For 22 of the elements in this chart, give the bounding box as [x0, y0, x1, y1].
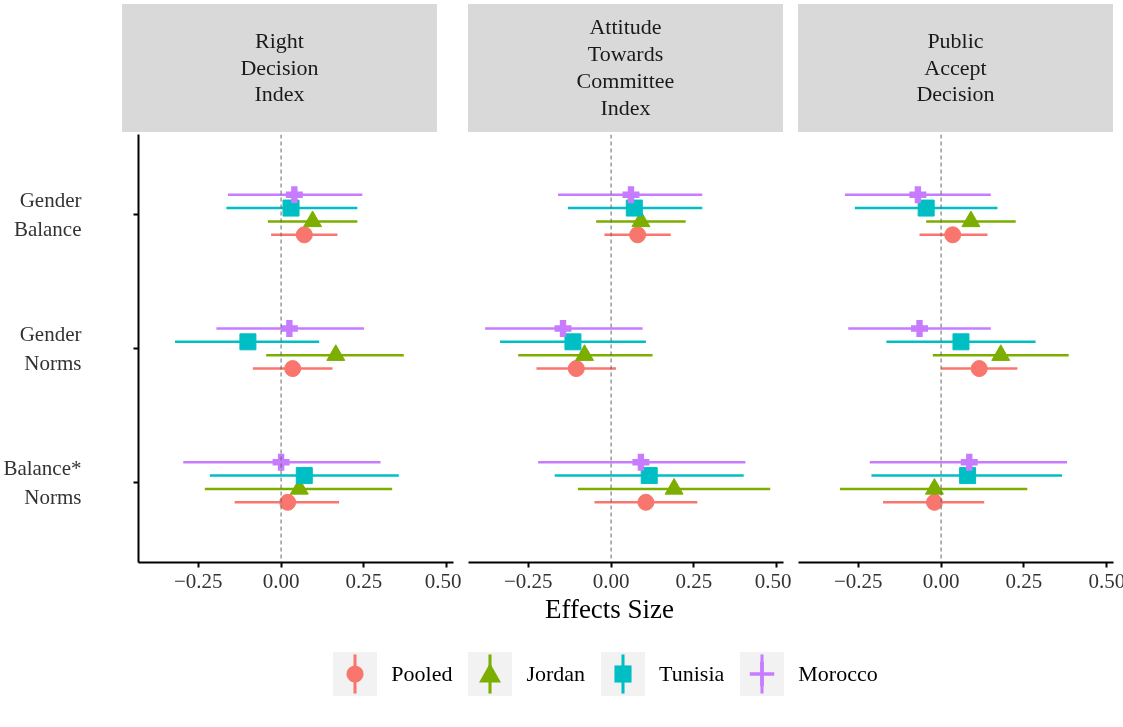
chart-title: Right Decision Index — [122, 4, 437, 132]
chart-title: Attitude Towards Committee Index — [468, 4, 783, 132]
x-tick-label: 0.25 — [345, 568, 383, 593]
legend-label: Tunisia — [659, 660, 725, 689]
x-tick-label: −0.25 — [503, 568, 553, 593]
x-tick-label: −0.25 — [833, 568, 883, 593]
chart-title: Public Accept Decision — [798, 4, 1113, 132]
x-tick-label: 0.50 — [424, 568, 462, 593]
legend-label: Pooled — [391, 660, 453, 689]
y-tick-label: Gender Norms — [19, 322, 82, 375]
y-tick-label: Gender Balance — [13, 188, 82, 242]
x-tick-label: 0.50 — [754, 568, 792, 593]
x-tick-label: 0.00 — [262, 568, 300, 593]
legend-label: Morocco — [798, 660, 878, 689]
x-tick-label: −0.25 — [173, 568, 223, 593]
x-tick-label: 0.00 — [592, 568, 630, 593]
x-axis-title: Effects Size — [544, 594, 675, 624]
x-tick-label: 0.00 — [922, 568, 960, 593]
y-tick-label: Balance* Norms — [3, 455, 82, 509]
legend-label: Jordan — [526, 660, 586, 689]
x-tick-label: 0.25 — [1005, 568, 1043, 593]
x-tick-label: 0.25 — [675, 568, 713, 593]
